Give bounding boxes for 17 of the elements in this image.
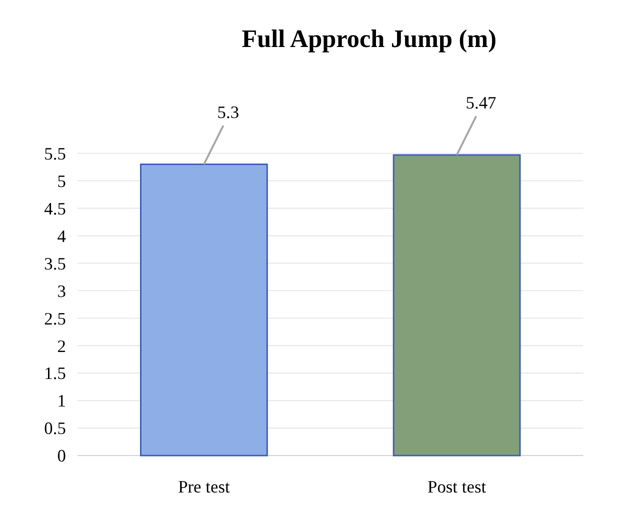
y-tick-label: 4 — [57, 226, 66, 246]
y-tick-label: 2.5 — [44, 308, 66, 328]
data-label: 5.47 — [466, 92, 497, 112]
y-tick-label: 3.5 — [44, 253, 66, 274]
chart-title: Full Approch Jump (m) — [242, 26, 497, 53]
y-tick-label: 4.5 — [44, 198, 66, 218]
y-tick-label: 2 — [57, 336, 66, 356]
y-tick-label: 5.5 — [44, 143, 66, 164]
y-tick-label: 3 — [57, 280, 66, 301]
data-label: 5.3 — [217, 102, 240, 122]
x-tick-label: Pre test — [178, 476, 230, 496]
y-tick-label: 1 — [57, 390, 66, 411]
y-tick-label: 0.5 — [44, 418, 66, 438]
x-tick-label: Post test — [428, 476, 486, 496]
y-tick-label: 1.5 — [44, 363, 66, 384]
y-tick-label: 5 — [57, 170, 66, 191]
y-tick-label: 0 — [57, 446, 66, 466]
